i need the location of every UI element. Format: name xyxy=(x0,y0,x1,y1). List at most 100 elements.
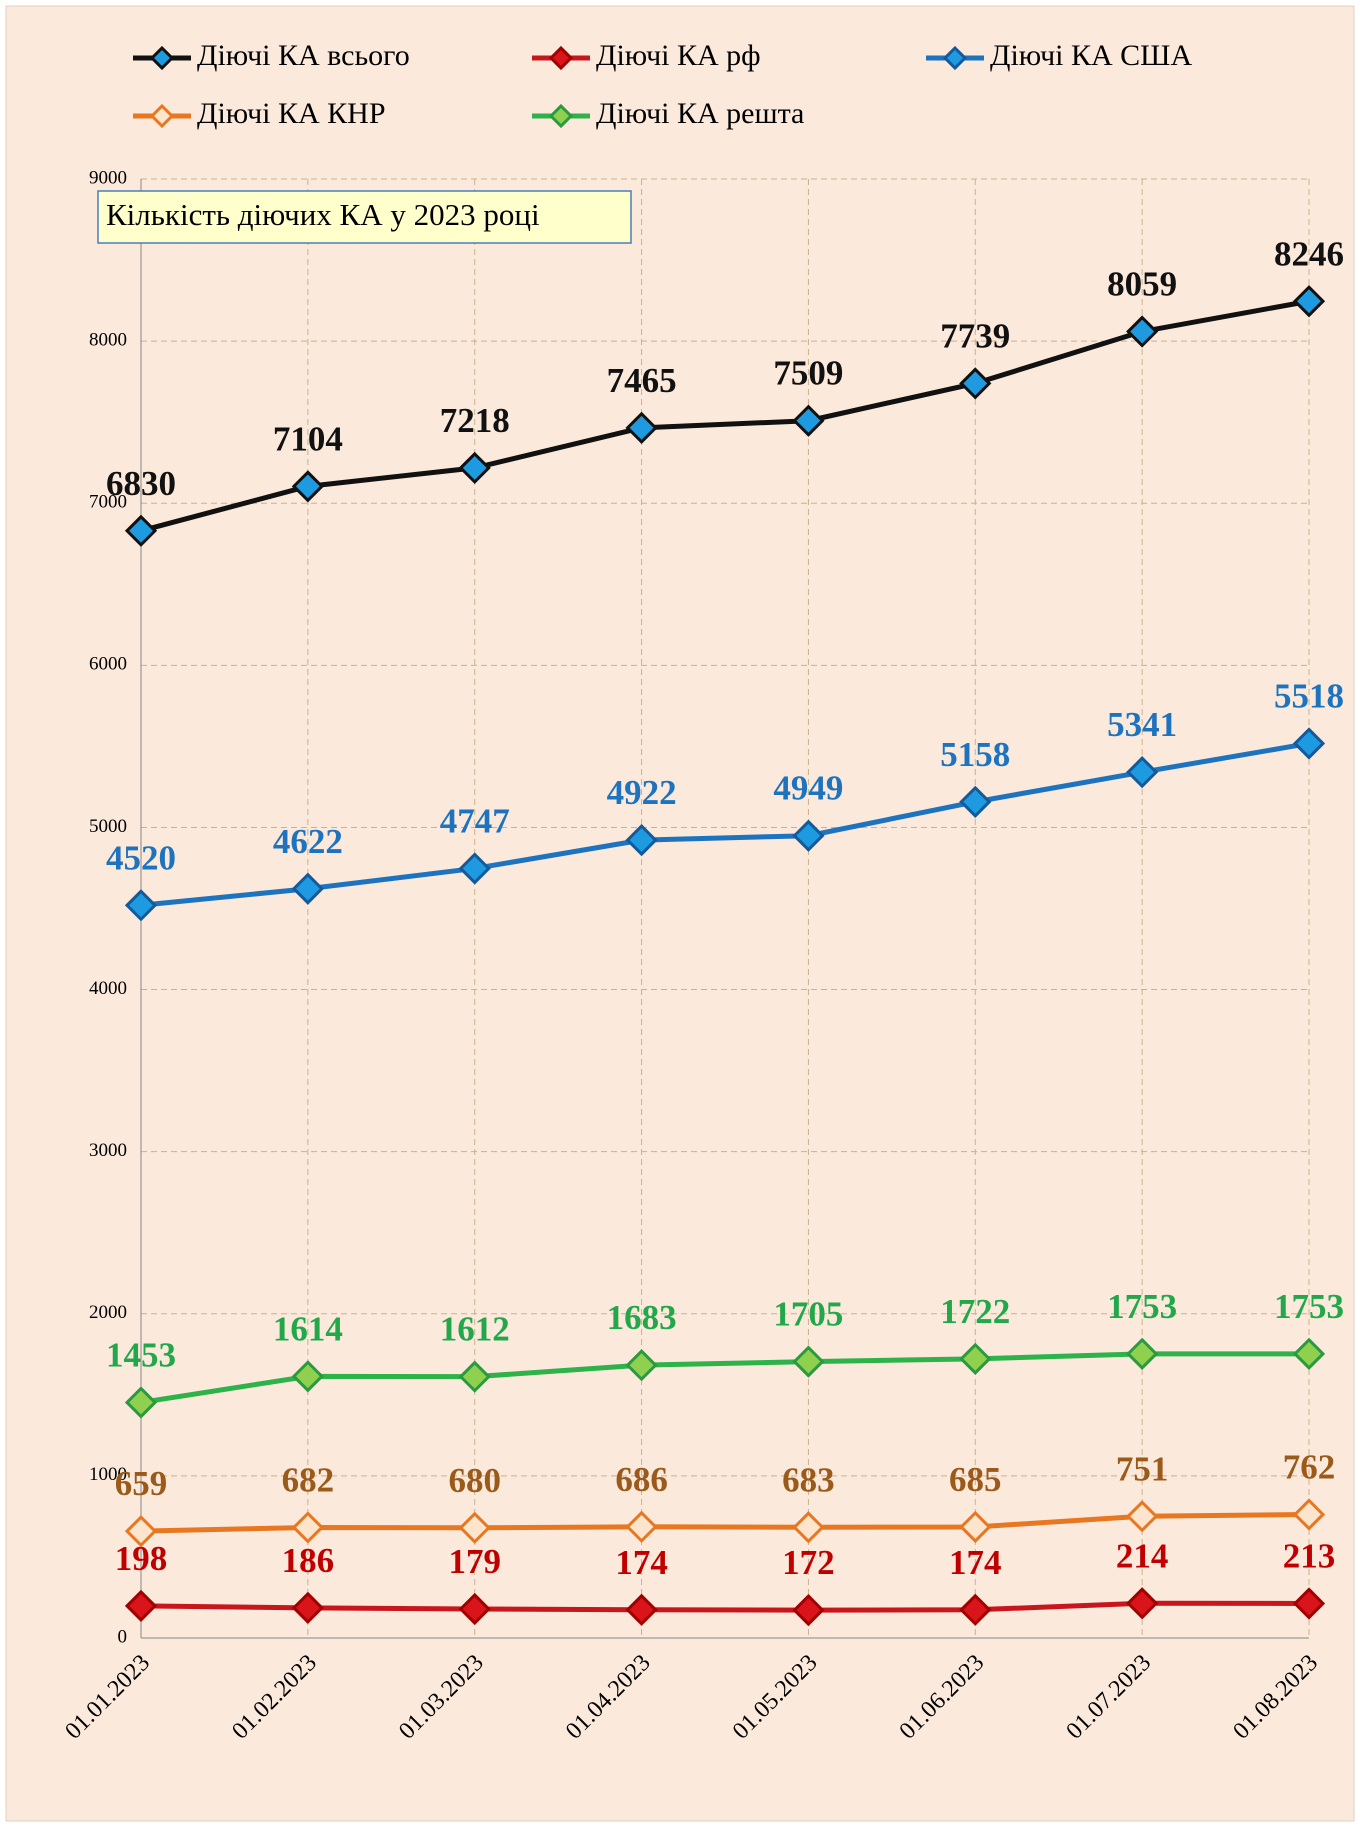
marker xyxy=(458,1360,491,1393)
data-label: 1683 xyxy=(607,1298,677,1337)
y-tick-label: 5000 xyxy=(89,816,127,837)
marker xyxy=(124,1515,158,1548)
marker xyxy=(458,451,491,485)
marker xyxy=(792,404,825,437)
data-label: 685 xyxy=(949,1460,1002,1499)
marker xyxy=(291,1591,324,1624)
legend-marker xyxy=(548,103,574,129)
legend-marker xyxy=(149,45,175,71)
marker xyxy=(1292,727,1326,760)
y-tick-label: 8000 xyxy=(89,329,127,350)
marker xyxy=(291,1511,324,1544)
data-label: 4622 xyxy=(273,822,343,861)
data-label: 1722 xyxy=(940,1292,1010,1331)
marker xyxy=(124,1589,158,1623)
marker xyxy=(458,1511,491,1544)
marker xyxy=(1292,1337,1326,1370)
annotation-box xyxy=(97,190,632,244)
marker xyxy=(625,411,658,444)
data-label: 659 xyxy=(115,1464,168,1503)
annotation: Кількість діючих КА у 2023 році xyxy=(106,197,540,232)
data-label: 4747 xyxy=(440,801,510,840)
marker xyxy=(291,470,324,503)
data-label: 680 xyxy=(448,1461,501,1500)
marker xyxy=(792,1511,825,1544)
y-tick-label: 1000 xyxy=(89,1464,127,1485)
data-label: 8059 xyxy=(1107,265,1177,304)
y-tick-label: 6000 xyxy=(89,654,127,675)
data-label: 172 xyxy=(782,1543,835,1582)
data-label: 4949 xyxy=(773,769,843,808)
marker xyxy=(1126,1500,1159,1533)
data-label: 213 xyxy=(1283,1537,1336,1576)
marker xyxy=(959,1342,992,1375)
data-label: 5341 xyxy=(1107,705,1177,744)
marker xyxy=(625,1593,658,1626)
data-label: 1705 xyxy=(773,1295,843,1334)
marker xyxy=(1292,285,1326,318)
series-line xyxy=(140,741,1310,908)
data-label: 7509 xyxy=(773,354,843,393)
data-label: 7465 xyxy=(607,361,677,400)
data-label: 4922 xyxy=(607,773,677,812)
marker xyxy=(959,1510,992,1544)
marker xyxy=(124,1386,158,1419)
marker xyxy=(291,1360,324,1393)
data-label: 751 xyxy=(1116,1449,1169,1488)
marker xyxy=(1126,756,1159,789)
series-line xyxy=(140,1511,1310,1534)
y-tick-label: 7000 xyxy=(89,492,127,513)
y-tick-label: 3000 xyxy=(89,1140,127,1161)
marker xyxy=(792,819,825,852)
data-label: 186 xyxy=(282,1541,335,1580)
data-label: 7739 xyxy=(940,316,1010,355)
marker xyxy=(291,872,324,905)
marker xyxy=(625,823,658,857)
legend-marker xyxy=(149,103,175,129)
marker xyxy=(1292,1498,1326,1531)
data-label: 5158 xyxy=(940,735,1010,774)
series-line xyxy=(140,1351,1309,1405)
series-line xyxy=(140,298,1310,534)
marker xyxy=(124,514,158,547)
legend-label: Діючі КА всього xyxy=(197,39,410,72)
data-label: 1612 xyxy=(440,1310,510,1349)
marker xyxy=(1292,1587,1326,1620)
data-label: 4520 xyxy=(106,838,176,877)
data-label: 683 xyxy=(782,1460,835,1499)
legend-label: Діючі КА рф xyxy=(596,39,761,72)
marker xyxy=(959,785,992,818)
data-label: 179 xyxy=(448,1542,501,1581)
series-line xyxy=(140,1600,1310,1613)
y-tick-label: 9000 xyxy=(89,167,127,188)
marker xyxy=(959,367,992,400)
data-label: 174 xyxy=(615,1543,668,1582)
marker xyxy=(792,1345,825,1378)
data-label: 7218 xyxy=(440,401,510,440)
data-label: 1753 xyxy=(1107,1287,1177,1326)
legend-label: Діючі КА США xyxy=(990,39,1192,72)
data-label: 1453 xyxy=(106,1335,176,1374)
data-label: 6830 xyxy=(106,464,176,503)
data-label: 214 xyxy=(1116,1536,1169,1575)
marker xyxy=(1126,1337,1159,1370)
legend-marker xyxy=(942,45,968,71)
data-label: 686 xyxy=(615,1460,668,1499)
marker xyxy=(124,889,158,922)
marker xyxy=(458,852,491,885)
data-label: 762 xyxy=(1283,1448,1336,1487)
data-label: 1614 xyxy=(273,1309,343,1348)
data-label: 1753 xyxy=(1274,1287,1344,1326)
marker xyxy=(959,1593,992,1626)
data-label: 7104 xyxy=(273,419,343,458)
marker xyxy=(625,1510,658,1543)
marker xyxy=(625,1349,658,1382)
marker xyxy=(1126,315,1159,348)
y-tick-label: 2000 xyxy=(89,1302,127,1323)
legend-marker xyxy=(548,45,574,71)
data-label: 682 xyxy=(282,1460,335,1499)
legend-label: Діючі КА КНР xyxy=(197,97,386,130)
data-label: 174 xyxy=(949,1543,1002,1582)
